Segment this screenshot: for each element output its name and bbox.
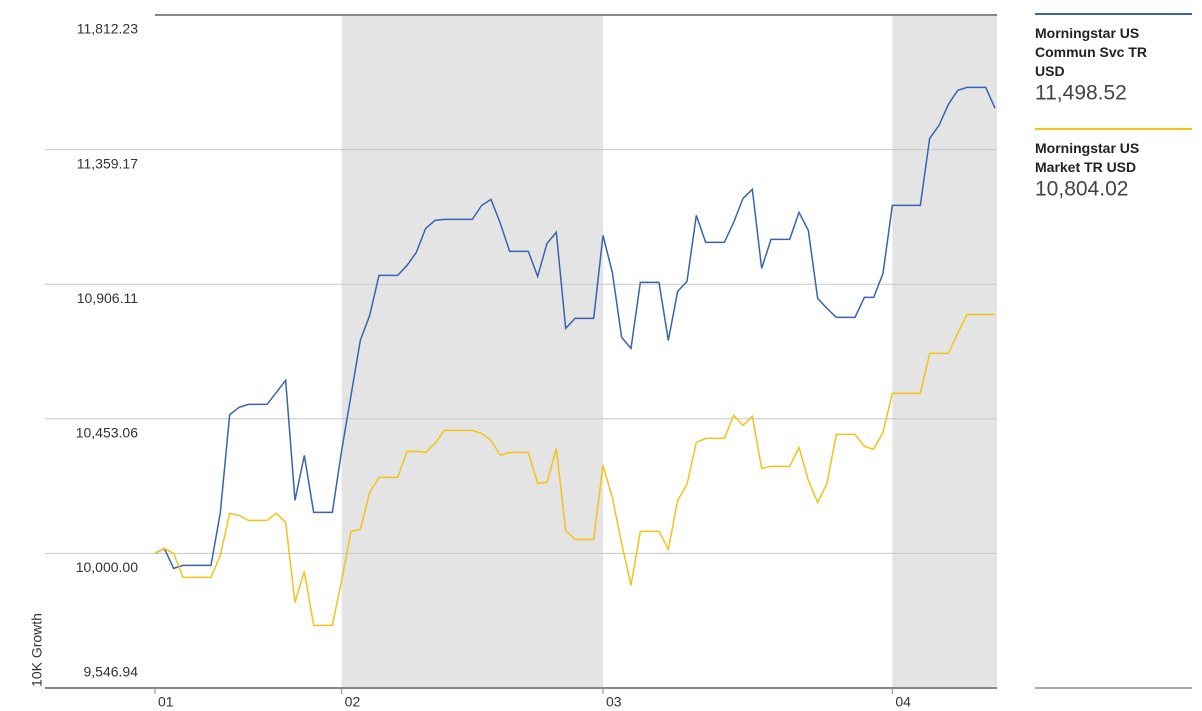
legend-name: Morningstar US Market TR USD [1035,140,1139,175]
period-shade [341,15,603,688]
y-tick-label: 10,906.11 [77,290,138,306]
legend-name: Morningstar US Commun Svc TR USD [1035,25,1147,79]
y-tick-label: 9,546.94 [84,664,139,680]
legend-value: 11,498.52 [1035,82,1127,105]
series-line [154,86,996,570]
y-tick-label: 11,812.23 [77,21,138,37]
y-tick-label: 10,453.06 [76,425,138,441]
period-shade [892,15,997,688]
x-tick-label: 03 [606,694,622,710]
x-tick-label: 04 [895,694,911,710]
x-tick-label: 02 [345,694,361,710]
x-tick-label: 01 [158,694,174,710]
y-tick-label: 10,000.00 [76,559,138,575]
y-axis-label: 10K Growth [29,613,45,687]
legend-value: 10,804.02 [1035,178,1128,201]
y-tick-label: 11,359.17 [77,155,138,171]
series-line [154,313,995,627]
